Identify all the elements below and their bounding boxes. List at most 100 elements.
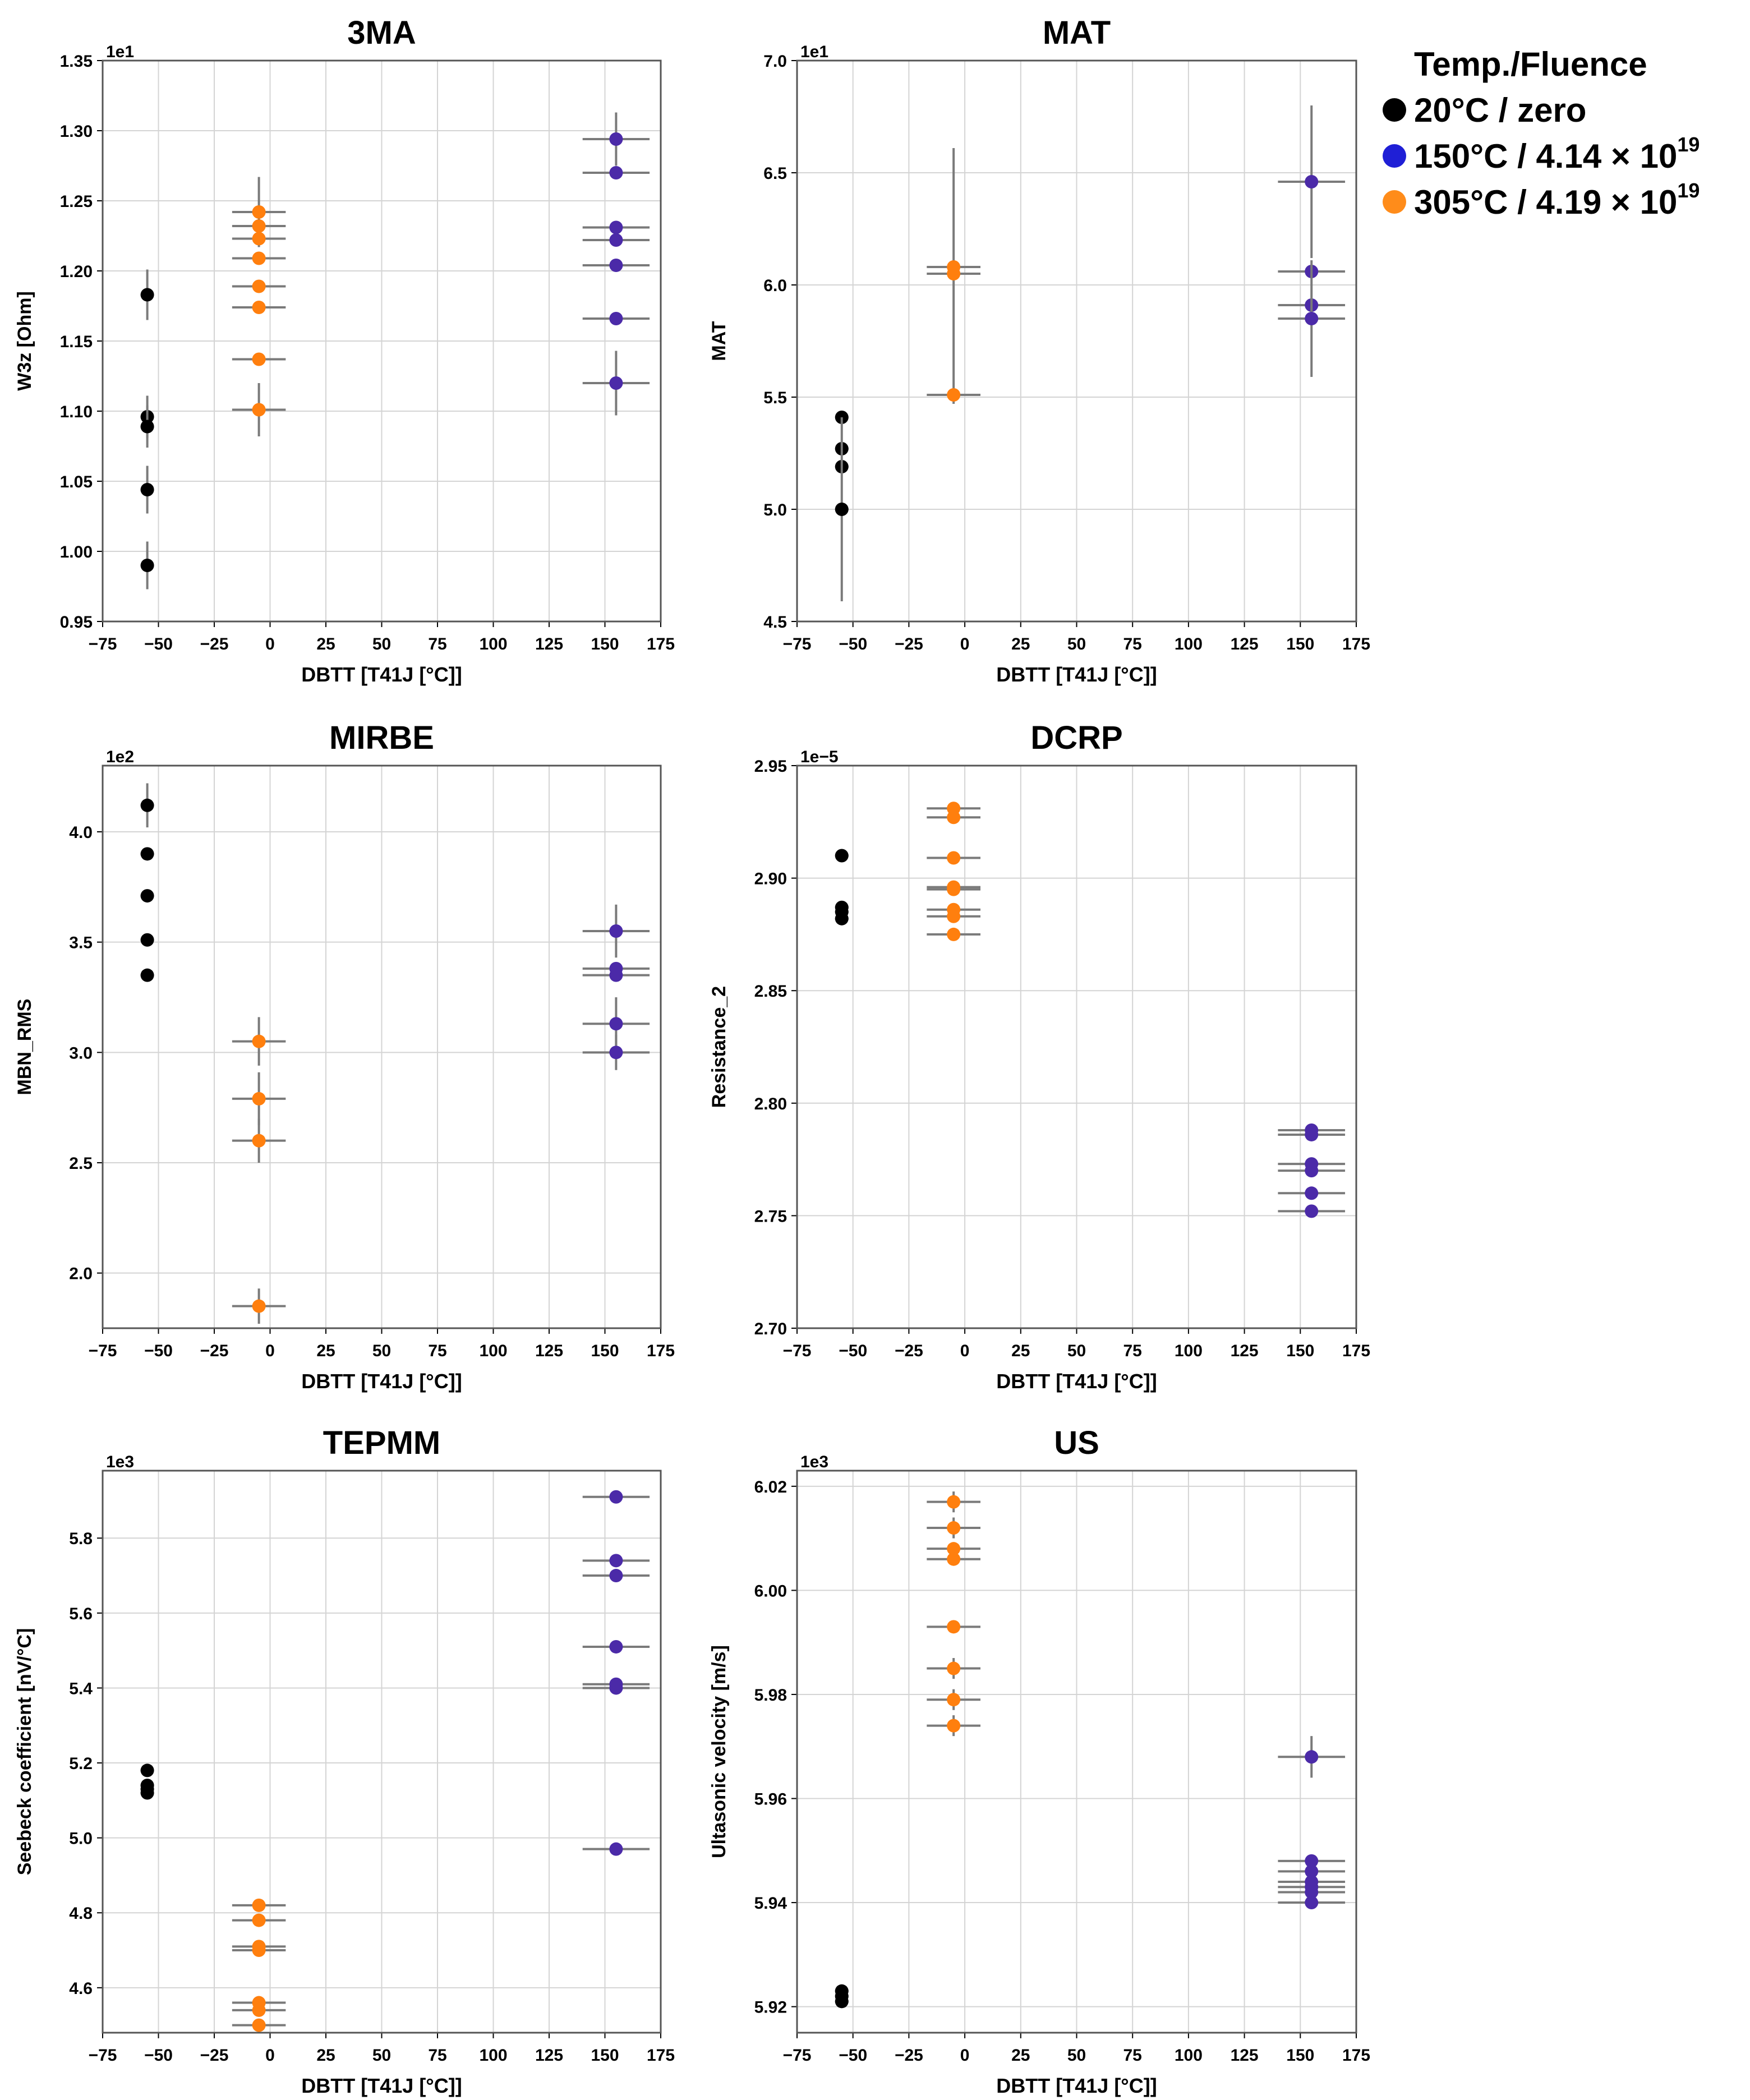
x-tick-label: −50 xyxy=(839,1342,867,1360)
data-point xyxy=(609,1046,623,1060)
x-tick-label: 75 xyxy=(1123,635,1142,653)
x-tick-label: 75 xyxy=(428,635,446,653)
legend-label-150c: 150°C / 4.14 × 1019 xyxy=(1414,132,1700,175)
x-tick-label: 25 xyxy=(1011,2046,1030,2065)
x-tick-label: 100 xyxy=(1175,2046,1203,2065)
y-tick-label: 2.90 xyxy=(754,870,787,888)
data-point xyxy=(609,1640,623,1654)
y-tick-label: 1.20 xyxy=(60,262,93,281)
x-axis-label: DBTT [T41J [°C]] xyxy=(301,663,462,686)
x-axis-label: DBTT [T41J [°C]] xyxy=(996,663,1157,686)
data-point xyxy=(252,403,266,417)
y-tick-label: 2.70 xyxy=(754,1320,787,1338)
data-point xyxy=(252,1913,266,1927)
x-tick-label: 175 xyxy=(647,635,675,653)
data-point xyxy=(609,259,623,272)
x-tick-label: 150 xyxy=(1286,2046,1314,2065)
y-tick-label: 5.0 xyxy=(763,501,787,519)
data-point xyxy=(1305,1864,1319,1878)
x-tick-label: 125 xyxy=(535,1342,563,1360)
x-tick-label: 175 xyxy=(647,1342,675,1360)
data-point xyxy=(140,559,154,572)
x-tick-label: 175 xyxy=(647,2046,675,2065)
plot-frame xyxy=(796,1470,1357,2034)
series-1 xyxy=(232,177,286,436)
x-tick-label: −50 xyxy=(839,635,867,653)
x-tick-label: 100 xyxy=(479,1342,507,1360)
y-tick-label: 7.0 xyxy=(763,52,787,71)
chart-us: −75 −50 −25 0 25 50 75 100 125 150 175 5.92 5.94 5.96… xyxy=(708,1425,1370,2097)
y-tick-label: 5.0 xyxy=(69,1830,93,1848)
y-tick-label: 4.5 xyxy=(763,613,787,632)
data-point xyxy=(140,847,154,861)
data-point xyxy=(947,1542,961,1556)
x-tick-label: 50 xyxy=(372,635,391,653)
legend-marker-blue xyxy=(1383,144,1406,168)
y-tick-label: 5.8 xyxy=(69,1530,93,1548)
x-tick-label: 100 xyxy=(1175,635,1203,653)
x-tick-label: 75 xyxy=(1123,2046,1142,2065)
chart-dcrp: −75 −50 −25 0 25 50 75 100 125 150 175 2.70 2.75 2.80… xyxy=(708,720,1370,1393)
data-point xyxy=(252,1034,266,1048)
x-axis-label: DBTT [T41J [°C]] xyxy=(301,1370,462,1393)
data-point xyxy=(252,1299,266,1313)
plot-frame xyxy=(102,1470,662,2034)
legend: Temp./Fluence 20°C / zero 150°C / 4.14 ×… xyxy=(1383,45,1742,225)
data-point xyxy=(947,810,961,825)
axis-exponent: 1e3 xyxy=(800,1453,828,1471)
data-point xyxy=(835,911,849,925)
x-tick-label: 75 xyxy=(428,1342,446,1360)
data-point xyxy=(835,503,849,516)
plot-frame xyxy=(796,59,1357,623)
data-point xyxy=(1305,312,1319,325)
x-tick-label: 25 xyxy=(316,2046,335,2065)
x-tick-label: 125 xyxy=(535,635,563,653)
y-tick-label: 2.75 xyxy=(754,1207,787,1226)
x-tick-label: 150 xyxy=(591,635,619,653)
data-point xyxy=(252,1092,266,1106)
data-point xyxy=(1305,1885,1319,1899)
data-point xyxy=(252,1898,266,1912)
series-1 xyxy=(232,1898,286,2032)
x-tick-label: 150 xyxy=(1286,1342,1314,1360)
series-0 xyxy=(835,1984,849,2009)
x-tick-label: −50 xyxy=(144,2046,173,2065)
y-tick-label: 0.95 xyxy=(60,613,93,632)
data-point xyxy=(609,1490,623,1504)
data-point xyxy=(609,968,623,982)
data-point xyxy=(609,924,623,938)
x-tick-label: 100 xyxy=(479,635,507,653)
data-point xyxy=(947,1495,961,1509)
y-tick-label: 3.0 xyxy=(69,1044,93,1062)
data-point xyxy=(252,279,266,293)
y-axis-label: MBN_RMS xyxy=(14,999,35,1095)
axis-exponent: 1e1 xyxy=(800,43,828,61)
chart-tepmm: −75 −50 −25 0 25 50 75 100 125 150 175 4.6 4.8 5.0 5.2… xyxy=(14,1425,675,2097)
chart-title: MAT xyxy=(1043,15,1111,51)
x-axis-label: DBTT [T41J [°C]] xyxy=(996,1370,1157,1393)
chart-mat: −75 −50 −25 0 25 50 75 100 125 150 175 4.5 5.0 5.5 6.0… xyxy=(708,15,1370,686)
series-1 xyxy=(927,802,981,941)
y-tick-label: 6.0 xyxy=(763,277,787,295)
data-point xyxy=(140,1786,154,1800)
data-point xyxy=(140,968,154,982)
x-tick-label: 125 xyxy=(535,2046,563,2065)
x-tick-label: −25 xyxy=(200,635,229,653)
data-point xyxy=(140,483,154,496)
y-axis-label: MAT xyxy=(708,321,730,361)
chart-3ma: −75 −50 −25 0 25 50 75 100 125 150 175 0.95 1.00 1.05… xyxy=(14,15,675,686)
x-tick-label: 150 xyxy=(1286,635,1314,653)
x-tick-label: 50 xyxy=(372,1342,391,1360)
y-tick-label: 1.00 xyxy=(60,543,93,561)
legend-label-305c: 305°C / 4.19 × 1019 xyxy=(1414,178,1700,221)
x-tick-label: −75 xyxy=(89,1342,117,1360)
y-tick-label: 4.0 xyxy=(69,823,93,842)
data-point xyxy=(947,267,961,280)
series-2 xyxy=(582,1490,650,1856)
plot-frame xyxy=(102,59,662,623)
series-1 xyxy=(232,1017,286,1324)
axis-exponent: 1e1 xyxy=(106,43,134,61)
y-tick-label: 4.6 xyxy=(69,1979,93,1998)
legend-item-305c: 305°C / 4.19 × 1019 xyxy=(1383,179,1742,225)
x-tick-label: 25 xyxy=(316,635,335,653)
